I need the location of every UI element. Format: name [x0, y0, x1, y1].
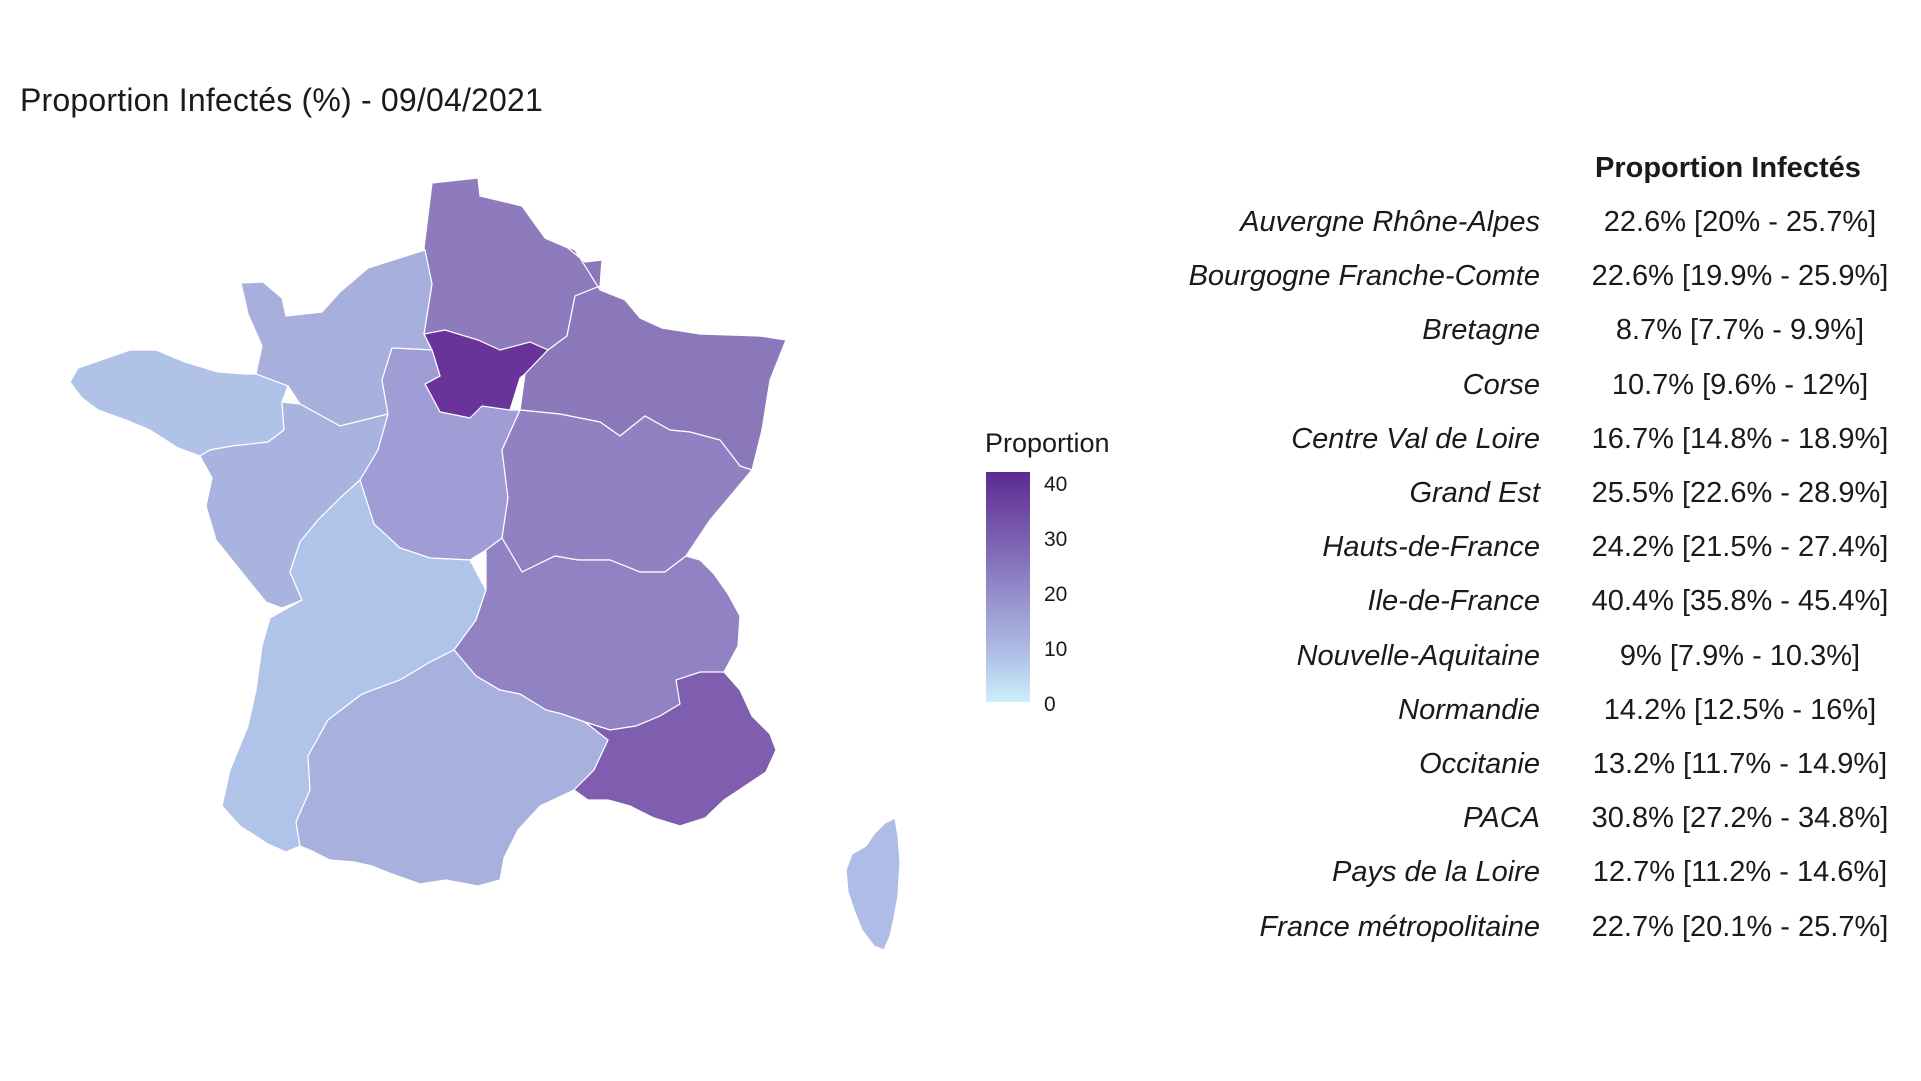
row-region-label: Bretagne	[1422, 314, 1540, 347]
table-row: Corse 10.7% [9.6% - 12%]	[0, 369, 1921, 413]
table-row: Nouvelle-Aquitaine 9% [7.9% - 10.3%]	[0, 640, 1921, 684]
table-row: Centre Val de Loire 16.7% [14.8% - 18.9%]	[0, 423, 1921, 467]
row-proportion-value: 10.7% [9.6% - 12%]	[1611, 368, 1869, 401]
legend-tick-label: 30	[1044, 528, 1068, 551]
row-region-label: PACA	[1463, 802, 1540, 835]
row-proportion-value: 30.8% [27.2% - 34.8%]	[1591, 802, 1889, 835]
row-region-label: Pays de la Loire	[1332, 856, 1540, 889]
map-title: Proportion Infectés (%) - 09/04/2021	[20, 82, 544, 118]
row-region-label: Hauts-de-France	[1322, 531, 1540, 564]
row-proportion-value: 40.4% [35.8% - 45.4%]	[1591, 585, 1889, 618]
legend-colorbar	[986, 472, 1030, 702]
row-proportion-value: 8.7% [7.7% - 9.9%]	[1615, 314, 1865, 347]
row-proportion-value: 22.6% [20% - 25.7%]	[1603, 206, 1877, 238]
row-region-label: France métropolitaine	[1259, 910, 1540, 943]
legend-title: Proportion	[985, 428, 1110, 458]
row-region-label: Bourgogne Franche-Comte	[1188, 260, 1540, 293]
row-region-label: Auvergne Rhône-Alpes	[1240, 206, 1540, 238]
table-header: Proportion Infectés	[1595, 152, 1861, 184]
table-row: Bretagne 8.7% [7.7% - 9.9%]	[0, 314, 1921, 358]
row-proportion-value: 25.5% [22.6% - 28.9%]	[1591, 477, 1889, 509]
row-proportion-value: 24.2% [21.5% - 27.4%]	[1591, 531, 1889, 564]
table-row: Occitanie 13.2% [11.7% - 14.9%]	[0, 748, 1921, 792]
table-row: Grand Est 25.5% [22.6% - 28.9%]	[0, 477, 1921, 521]
table-row: Pays de la Loire 12.7% [11.2% - 14.6%]	[0, 856, 1921, 900]
legend-tick-label: 40	[1044, 473, 1068, 496]
legend-tick-label: 20	[1044, 583, 1068, 606]
region-corse	[845, 817, 901, 951]
table-row: Auvergne Rhône-Alpes 22.6% [20% - 25.7%]	[0, 206, 1921, 250]
region-paca	[573, 671, 777, 827]
legend-tick-label: 0	[1044, 693, 1056, 716]
table-row: PACA 30.8% [27.2% - 34.8%]	[0, 802, 1921, 846]
row-region-label: Grand Est	[1409, 477, 1540, 509]
legend-tick-mark	[1030, 649, 1036, 651]
legend-tick-mark	[1030, 539, 1036, 541]
table-row: Bourgogne Franche-Comte 22.6% [19.9% - 25…	[0, 260, 1921, 304]
table-row: Ile-de-France 40.4% [35.8% - 45.4%]	[0, 585, 1921, 629]
row-proportion-value: 13.2% [11.7% - 14.9%]	[1592, 748, 1888, 780]
legend-tick-label: 10	[1044, 638, 1068, 661]
table-row: Normandie 14.2% [12.5% - 16%]	[0, 694, 1921, 738]
row-region-label: Corse	[1462, 368, 1540, 401]
row-proportion-value: 16.7% [14.8% - 18.9%]	[1591, 422, 1889, 455]
row-proportion-value: 14.2% [12.5% - 16%]	[1603, 693, 1877, 726]
row-proportion-value: 12.7% [11.2% - 14.6%]	[1592, 856, 1888, 889]
row-region-label: Ile-de-France	[1367, 585, 1540, 618]
table-row: France métropolitaine 22.7% [20.1% - 25.7…	[0, 911, 1921, 955]
row-region-label: Nouvelle-Aquitaine	[1296, 639, 1540, 672]
row-region-label: Centre Val de Loire	[1291, 422, 1540, 455]
row-region-label: Occitanie	[1419, 748, 1540, 780]
legend-tick-mark	[1030, 594, 1036, 596]
row-region-label: Normandie	[1398, 693, 1540, 726]
table-row: Hauts-de-France 24.2% [21.5% - 27.4%]	[0, 531, 1921, 575]
row-proportion-value: 9% [7.9% - 10.3%]	[1619, 639, 1861, 672]
row-proportion-value: 22.6% [19.9% - 25.9%]	[1591, 260, 1889, 293]
row-proportion-value: 22.7% [20.1% - 25.7%]	[1591, 910, 1889, 943]
